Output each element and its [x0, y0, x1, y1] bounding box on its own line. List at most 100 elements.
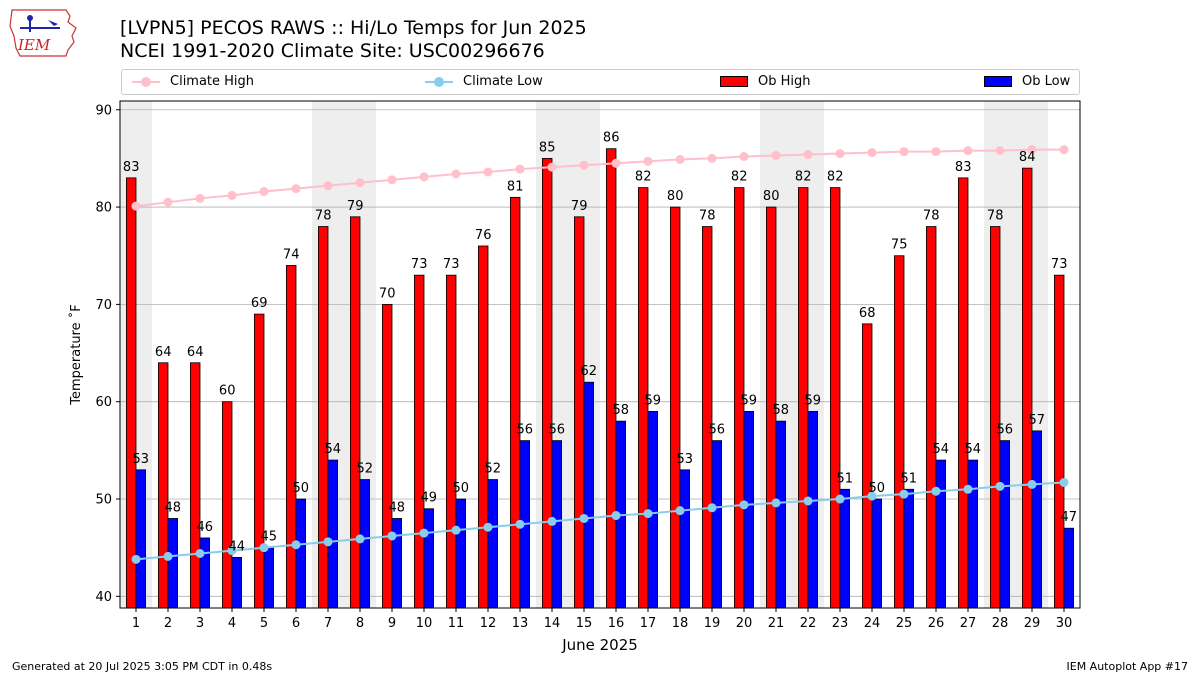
climate-high-point [803, 150, 813, 160]
climate-low-point [739, 500, 749, 510]
ob-high-label: 82 [635, 170, 652, 185]
ob-low-label: 51 [901, 471, 918, 486]
climate-low-point [547, 516, 557, 526]
ob-low-label: 53 [677, 452, 694, 467]
ob-low-label: 54 [933, 442, 950, 457]
climate-high-point [515, 164, 525, 174]
climate-low-point [515, 519, 525, 529]
ob-high-bar [126, 177, 137, 609]
ob-low-bar [1031, 430, 1043, 609]
x-tick-label: 30 [1056, 616, 1073, 631]
ob-low-bar [871, 498, 883, 609]
climate-high-point [579, 160, 589, 170]
ob-low-bar [327, 459, 339, 609]
climate-high-point [163, 197, 173, 207]
ob-high-label: 76 [475, 228, 492, 243]
x-tick-label: 5 [260, 616, 268, 631]
ob-low-bar [903, 488, 915, 609]
y-tick-label: 90 [95, 103, 112, 118]
ob-low-label: 50 [453, 481, 470, 496]
ob-high-label: 78 [699, 209, 716, 224]
ob-low-label: 45 [261, 530, 278, 545]
climate-high-point [899, 147, 909, 157]
ob-low-label: 59 [645, 393, 662, 408]
ob-high-label: 81 [507, 179, 524, 194]
ob-high-label: 85 [539, 140, 556, 155]
climate-low-point [419, 528, 429, 538]
climate-low-point [771, 498, 781, 508]
climate-low-point [803, 496, 813, 506]
ob-low-label: 56 [549, 423, 566, 438]
ob-high-bar [958, 177, 969, 609]
climate-high-point [323, 181, 333, 191]
ob-high-label: 82 [731, 170, 748, 185]
ob-high-label: 73 [411, 257, 428, 272]
ob-high-bar [990, 226, 1001, 609]
ob-high-label: 73 [443, 257, 460, 272]
legend-item-climate-high: Climate High [132, 74, 254, 89]
ob-low-label: 48 [389, 500, 406, 515]
climate-low-line [135, 481, 1065, 561]
ob-high-bar [702, 226, 713, 609]
ob-low-label: 59 [741, 393, 758, 408]
ob-low-label: 57 [1029, 413, 1046, 428]
ob-low-bar [263, 547, 275, 609]
climate-low-point [899, 489, 909, 499]
ob-low-label: 62 [581, 364, 598, 379]
ob-high-label: 75 [891, 238, 908, 253]
climate-high-point [355, 178, 365, 188]
ob-high-bar [1054, 274, 1065, 609]
plot-frame [119, 100, 1081, 609]
ob-high-bar [253, 313, 265, 609]
x-tick-label: 20 [736, 616, 753, 631]
climate-low-point [355, 534, 365, 544]
x-tick-label: 24 [864, 616, 881, 631]
ob-low-bar [135, 469, 147, 609]
ob-low-label: 47 [1061, 510, 1078, 525]
ob-high-bar [413, 274, 425, 609]
ob-high-bar [1022, 167, 1033, 609]
x-tick-label: 29 [1024, 616, 1041, 631]
ob-high-label: 82 [827, 170, 844, 185]
ob-high-bar [349, 216, 361, 609]
climate-high-point [483, 167, 493, 177]
climate-high-point [867, 148, 877, 158]
x-tick-label: 21 [768, 616, 785, 631]
ob-low-label: 46 [197, 520, 214, 535]
ob-high-bar [509, 196, 521, 609]
x-tick-label: 19 [704, 616, 721, 631]
climate-low-point [579, 513, 589, 523]
ob-low-label: 52 [485, 462, 502, 477]
legend-item-ob-high: Ob High [720, 74, 811, 89]
climate-high-point [643, 156, 653, 166]
climate-high-line [135, 148, 1064, 208]
ob-high-label: 70 [379, 286, 396, 301]
x-tick-label: 6 [292, 616, 300, 631]
x-tick-label: 13 [512, 616, 529, 631]
ob-high-label: 68 [859, 306, 876, 321]
y-axis-label: Temperature ˚F [68, 304, 84, 405]
x-tick-label: 15 [576, 616, 593, 631]
x-tick-label: 14 [544, 616, 561, 631]
ob-low-label: 58 [613, 403, 630, 418]
climate-high-point [547, 162, 557, 172]
climate-low-point [1027, 479, 1037, 489]
ob-high-bar [926, 226, 937, 609]
iem-logo: IEM [9, 9, 77, 57]
y-tick-label: 80 [95, 201, 112, 216]
ob-high-bar [670, 206, 681, 609]
x-tick-label: 3 [196, 616, 204, 631]
x-tick-label: 11 [448, 616, 465, 631]
ob-high-label: 73 [1051, 257, 1068, 272]
ob-high-label: 86 [603, 131, 620, 146]
x-tick-label: 10 [416, 616, 433, 631]
x-tick-label: 12 [480, 616, 497, 631]
x-tick-label: 22 [800, 616, 817, 631]
ob-low-label: 56 [997, 423, 1014, 438]
ob-high-label: 60 [219, 384, 236, 399]
ob-high-bar [606, 148, 617, 609]
x-tick-label: 18 [672, 616, 689, 631]
climate-low-point [1059, 477, 1069, 487]
climate-high-point [739, 151, 749, 161]
ob-high-label: 78 [923, 209, 940, 224]
